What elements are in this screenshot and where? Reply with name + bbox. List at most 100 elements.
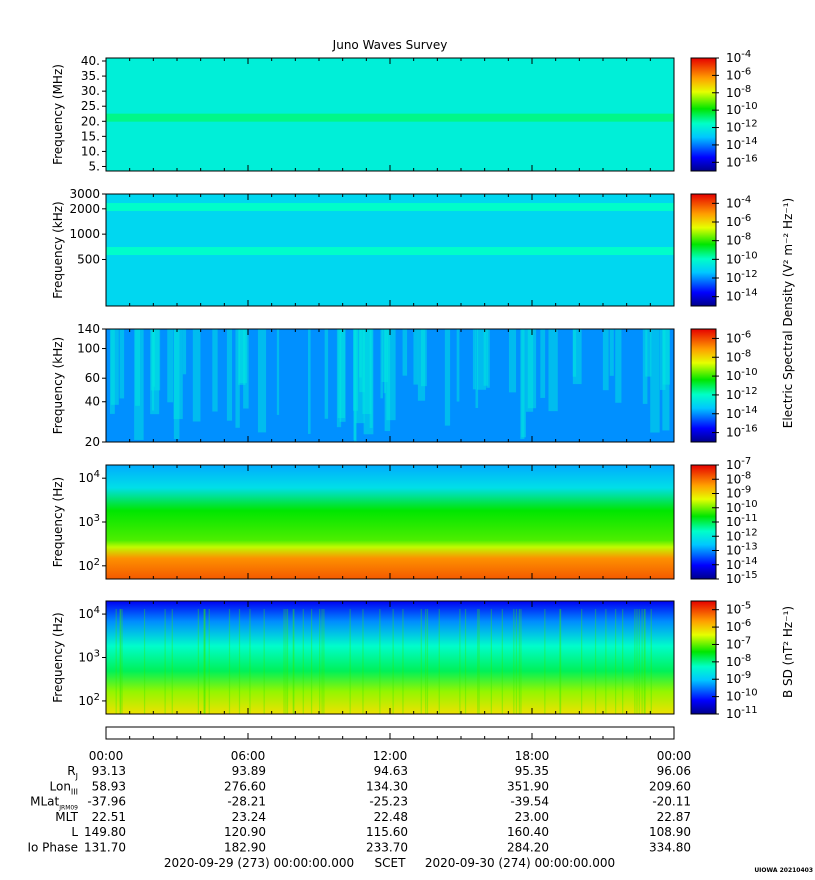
emission-streak bbox=[150, 329, 161, 391]
emission-streak bbox=[257, 329, 267, 433]
y-tick-label: 3000 bbox=[69, 187, 100, 201]
emission-streak bbox=[285, 609, 287, 714]
ephemeris-row-label: MLT bbox=[55, 810, 78, 824]
emission-streak bbox=[249, 609, 251, 714]
emission-streak bbox=[120, 609, 122, 714]
emission-streak bbox=[486, 329, 490, 388]
emission-streak bbox=[641, 609, 643, 714]
ephemeris-value: -37.96 bbox=[87, 795, 126, 809]
emission-streak bbox=[459, 609, 461, 714]
emission-streak bbox=[204, 609, 206, 714]
emission-streak bbox=[324, 329, 329, 419]
colorbar-tick-label: 10-10 bbox=[726, 367, 758, 383]
y-tick-label: 1000 bbox=[69, 227, 100, 241]
y-tick-label: 40 bbox=[85, 395, 100, 409]
colorbar-tick-label: 10-8 bbox=[726, 348, 751, 364]
colorbar-tick-label: 10-10 bbox=[726, 688, 758, 704]
ephemeris-value: 96.06 bbox=[657, 764, 691, 778]
ephemeris-value: 93.13 bbox=[92, 764, 126, 778]
colorbar-tick-label: 10-8 bbox=[726, 232, 751, 248]
colorbar-4: 10-710-810-910-1010-1110-1210-1310-1410-… bbox=[690, 456, 758, 586]
emission-streak bbox=[605, 609, 607, 714]
emission-streak bbox=[363, 329, 374, 435]
emission-streak bbox=[349, 609, 351, 714]
spectrogram-field bbox=[106, 465, 674, 579]
emission-streak bbox=[520, 609, 522, 714]
time-label: 06:00 bbox=[231, 749, 266, 763]
emission-streak bbox=[426, 609, 429, 714]
emission-streak bbox=[307, 329, 311, 434]
electric-colorbar-label: Electric Spectral Density (V² m⁻² Hz⁻¹) bbox=[781, 198, 795, 428]
y-tick-label: 40. bbox=[81, 54, 100, 68]
y-tick-label: 500 bbox=[77, 252, 100, 266]
y-axis-label: Frequency (Hz) bbox=[51, 477, 65, 568]
emission-streak bbox=[379, 609, 381, 714]
ephemeris-row-label: RJ bbox=[67, 764, 78, 781]
emission-streak bbox=[402, 609, 404, 714]
ephemeris-value: 334.80 bbox=[649, 841, 691, 855]
emission-streak bbox=[283, 609, 285, 714]
ephemeris-value: 351.90 bbox=[507, 779, 549, 793]
emission-streak bbox=[353, 329, 357, 441]
ephemeris-value: -28.21 bbox=[227, 795, 266, 809]
emission-streak bbox=[119, 609, 121, 714]
emission-streak bbox=[650, 329, 660, 433]
colorbar-tick-label: 10-14 bbox=[726, 405, 758, 421]
y-tick-label: 15. bbox=[81, 129, 100, 143]
y-tick-label: 35. bbox=[81, 69, 100, 83]
ephemeris-value: 160.40 bbox=[507, 825, 549, 839]
emission-streak bbox=[444, 329, 451, 426]
colorbar-tick-label: 10-6 bbox=[726, 66, 751, 82]
ephemeris-value: 131.70 bbox=[84, 841, 126, 855]
y-tick-label: 60 bbox=[85, 371, 100, 385]
emission-streak bbox=[392, 609, 394, 714]
emission-streak bbox=[164, 609, 166, 714]
colorbar-tick-label: 10-6 bbox=[726, 329, 751, 345]
chart-title: Juno Waves Survey bbox=[332, 38, 448, 52]
spectrogram-panels: 5.10.15.20.25.30.35.40. Frequency (MHz) 30… bbox=[51, 54, 675, 715]
emission-streak bbox=[634, 609, 636, 714]
emission-streak bbox=[228, 609, 231, 714]
colorbar-tick-label: 10-14 bbox=[726, 288, 758, 304]
emission-streak bbox=[110, 329, 119, 405]
emission-streak bbox=[650, 609, 652, 714]
emission-streak bbox=[323, 609, 325, 714]
y-tick-label: 30. bbox=[81, 84, 100, 98]
emission-streak bbox=[477, 609, 479, 714]
y-tick-label: 102 bbox=[78, 557, 100, 573]
colorbar-tick-label: 10-14 bbox=[726, 136, 758, 152]
y-tick-label: 100 bbox=[77, 342, 100, 356]
emission-streak bbox=[321, 609, 323, 714]
spectrogram-field bbox=[106, 601, 674, 714]
emission-streak bbox=[540, 329, 546, 398]
emission-streak bbox=[263, 609, 265, 714]
ephemeris-value: 284.20 bbox=[507, 841, 549, 855]
emission-streak bbox=[508, 329, 517, 393]
emission-streak bbox=[380, 329, 383, 399]
ephemeris-value: 22.87 bbox=[657, 810, 691, 824]
emission-streak bbox=[438, 609, 440, 714]
footer-start-time: 2020-09-29 (273) 00:00:00.000 bbox=[164, 856, 354, 870]
emission-streak bbox=[644, 609, 646, 714]
emission-streak bbox=[417, 329, 426, 401]
ephemeris-value: 120.90 bbox=[224, 825, 266, 839]
emission-streak bbox=[527, 329, 537, 409]
emission-streak bbox=[636, 609, 638, 714]
emission-streak bbox=[286, 609, 289, 714]
emission-streak bbox=[622, 609, 624, 714]
ephemeris-row-label: Io Phase bbox=[27, 841, 78, 855]
colorbar-tick-label: 10-4 bbox=[726, 194, 751, 210]
ephemeris-value: -39.54 bbox=[510, 795, 549, 809]
ephemeris-value: 22.48 bbox=[374, 810, 408, 824]
ephemeris-value: 23.00 bbox=[515, 810, 549, 824]
emission-streak bbox=[119, 329, 125, 399]
spectrogram-panel-3: 140 100 60 40 20 Frequency (kHz) bbox=[51, 322, 675, 449]
footer-scet-label: SCET bbox=[375, 856, 407, 870]
emission-streak bbox=[204, 609, 206, 714]
ephemeris-value: 209.60 bbox=[649, 779, 691, 793]
colorbar-tick-label: 10-12 bbox=[726, 269, 758, 285]
emission-streak bbox=[192, 329, 201, 422]
